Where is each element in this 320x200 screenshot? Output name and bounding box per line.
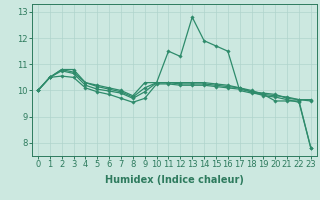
X-axis label: Humidex (Indice chaleur): Humidex (Indice chaleur) xyxy=(105,175,244,185)
